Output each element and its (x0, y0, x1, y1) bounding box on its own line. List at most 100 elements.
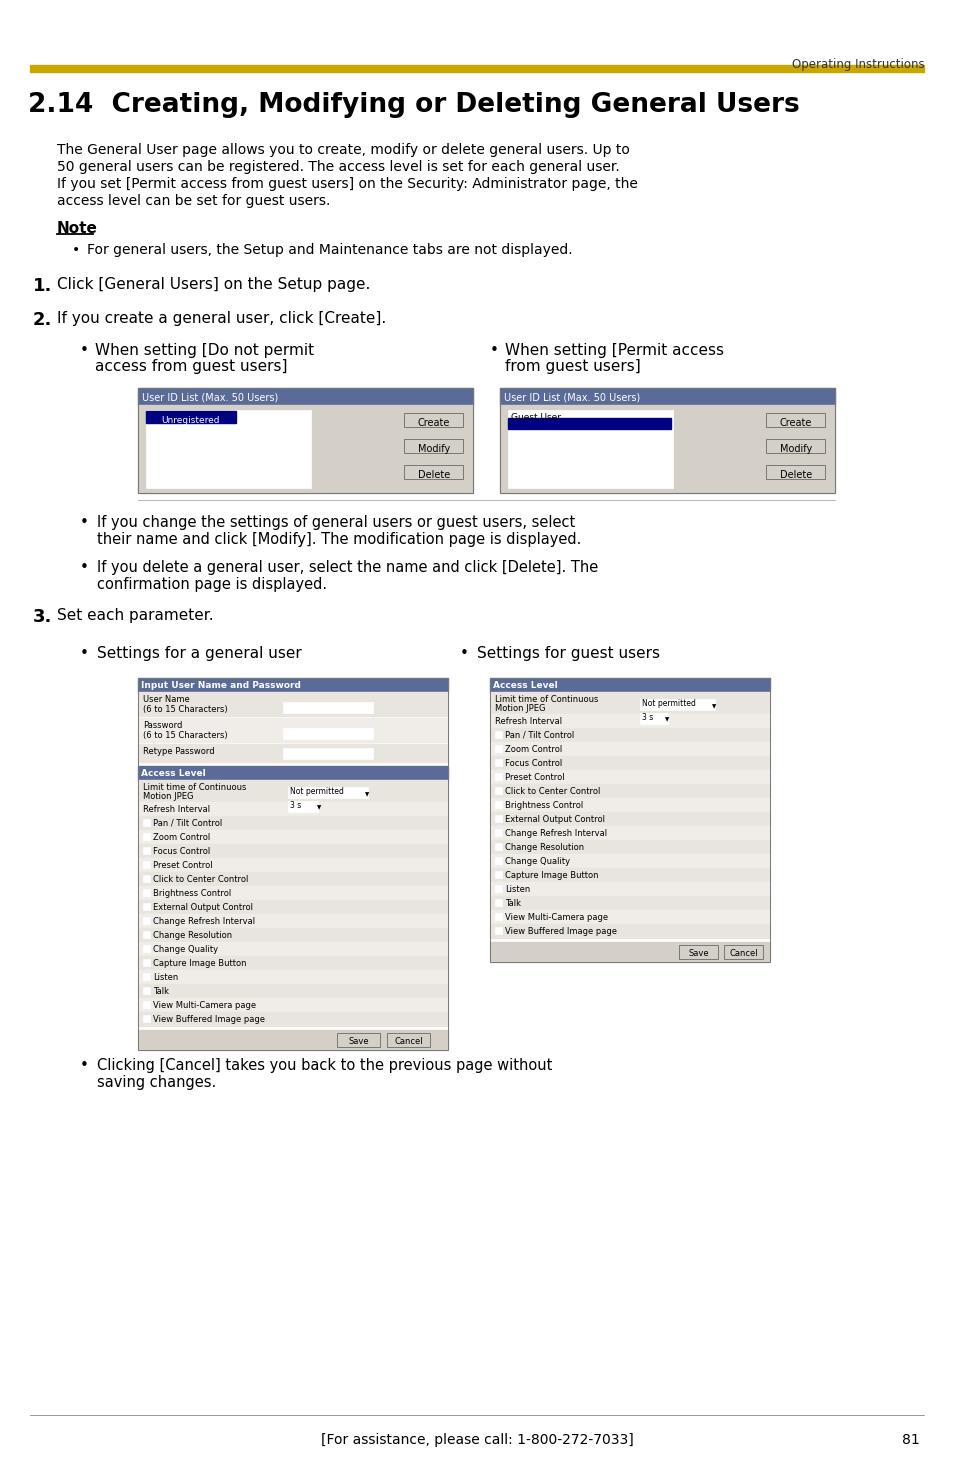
Bar (495, 745, 501, 752)
Bar (138, 780, 448, 802)
Text: confirmation page is displayed.: confirmation page is displayed. (97, 577, 327, 591)
Bar (138, 999, 448, 1012)
Text: Change Refresh Interval: Change Refresh Interval (504, 829, 606, 838)
Text: Change Resolution: Change Resolution (504, 844, 583, 853)
Bar (283, 748, 373, 760)
Text: Create: Create (779, 417, 811, 428)
Bar (138, 678, 448, 692)
Bar (138, 718, 448, 742)
Bar (138, 943, 448, 956)
FancyBboxPatch shape (337, 1032, 380, 1046)
Bar (490, 813, 769, 826)
Text: Note: Note (57, 221, 98, 236)
Text: Clicking [Cancel] takes you back to the previous page without: Clicking [Cancel] takes you back to the … (97, 1058, 552, 1072)
Text: their name and click [Modify]. The modification page is displayed.: their name and click [Modify]. The modif… (97, 532, 580, 547)
Bar (138, 766, 448, 780)
Text: Capture Image Button: Capture Image Button (152, 959, 246, 968)
Text: Zoom Control: Zoom Control (504, 745, 561, 754)
Bar (490, 867, 769, 882)
Bar (499, 388, 834, 493)
Text: Refresh Interval: Refresh Interval (495, 717, 561, 726)
Bar (490, 839, 769, 854)
Bar (499, 406, 834, 493)
Bar (490, 785, 769, 798)
Text: Limit time of Continuous: Limit time of Continuous (495, 695, 598, 704)
Bar (143, 987, 150, 994)
Bar (495, 844, 501, 850)
Bar (146, 412, 235, 423)
Text: Guest User: Guest User (511, 413, 560, 422)
Bar (138, 678, 448, 1050)
Text: [For assistance, please call: 1-800-272-7033]: [For assistance, please call: 1-800-272-… (320, 1434, 633, 1447)
Text: Delete: Delete (417, 471, 450, 479)
Bar (143, 974, 150, 979)
Text: Pan / Tilt Control: Pan / Tilt Control (152, 819, 222, 827)
Bar (143, 861, 150, 867)
Bar (495, 898, 501, 906)
Text: •: • (80, 515, 89, 530)
Bar (495, 857, 501, 864)
FancyBboxPatch shape (404, 465, 463, 478)
Text: •: • (80, 1058, 89, 1072)
Bar (495, 760, 501, 766)
Bar (490, 798, 769, 813)
Text: User Name: User Name (143, 695, 190, 704)
FancyBboxPatch shape (387, 1032, 430, 1046)
Text: External Output Control: External Output Control (152, 903, 253, 912)
Text: Listen: Listen (152, 974, 178, 982)
Text: Input User Name and Password: Input User Name and Password (141, 681, 300, 690)
Bar (288, 788, 368, 798)
Bar (143, 945, 150, 951)
Text: saving changes.: saving changes. (97, 1075, 216, 1090)
Text: Listen: Listen (504, 885, 530, 894)
Bar (507, 417, 670, 429)
Text: 2.14  Creating, Modifying or Deleting General Users: 2.14 Creating, Modifying or Deleting Gen… (28, 91, 799, 118)
Bar (138, 984, 448, 999)
Text: Not permitted: Not permitted (641, 699, 695, 708)
Text: •: • (80, 646, 89, 661)
Bar (143, 889, 150, 895)
Text: Click to Center Control: Click to Center Control (152, 875, 248, 884)
Text: If you change the settings of general users or guest users, select: If you change the settings of general us… (97, 515, 575, 530)
Bar (495, 788, 501, 794)
Text: Click to Center Control: Click to Center Control (504, 788, 599, 797)
Bar (143, 847, 150, 854)
Bar (490, 923, 769, 938)
Text: •: • (71, 243, 80, 257)
Text: Retype Password: Retype Password (143, 746, 214, 757)
Bar (30, 65, 923, 72)
Bar (143, 959, 150, 966)
Text: Cancel: Cancel (729, 948, 758, 957)
Text: access level can be set for guest users.: access level can be set for guest users. (57, 195, 330, 208)
Bar (490, 910, 769, 923)
FancyBboxPatch shape (404, 438, 463, 453)
Text: 50 general users can be registered. The access level is set for each general use: 50 general users can be registered. The … (57, 159, 619, 174)
FancyBboxPatch shape (765, 413, 824, 426)
Text: Brightness Control: Brightness Control (504, 801, 582, 810)
Bar (138, 956, 448, 971)
Text: Save: Save (688, 948, 709, 957)
Text: If you delete a general user, select the name and click [Delete]. The: If you delete a general user, select the… (97, 560, 598, 575)
Bar (499, 388, 834, 406)
Bar (495, 913, 501, 920)
Bar (507, 410, 672, 488)
Text: Unregistered: Unregistered (162, 416, 220, 425)
Bar (490, 882, 769, 895)
Bar (490, 943, 769, 962)
Text: Change Quality: Change Quality (504, 857, 570, 866)
Bar (138, 914, 448, 928)
Text: Change Quality: Change Quality (152, 945, 218, 954)
Text: Talk: Talk (504, 898, 520, 909)
Bar (490, 826, 769, 839)
Text: Focus Control: Focus Control (152, 847, 210, 856)
Bar (138, 743, 448, 763)
Bar (490, 692, 769, 714)
Bar (490, 770, 769, 785)
Bar (639, 699, 714, 709)
Bar (495, 732, 501, 738)
Text: Settings for guest users: Settings for guest users (476, 646, 659, 661)
Text: Motion JPEG: Motion JPEG (143, 792, 193, 801)
Text: View Multi-Camera page: View Multi-Camera page (152, 1002, 255, 1010)
Text: 2.: 2. (33, 311, 52, 329)
Text: ▼: ▼ (711, 704, 716, 709)
